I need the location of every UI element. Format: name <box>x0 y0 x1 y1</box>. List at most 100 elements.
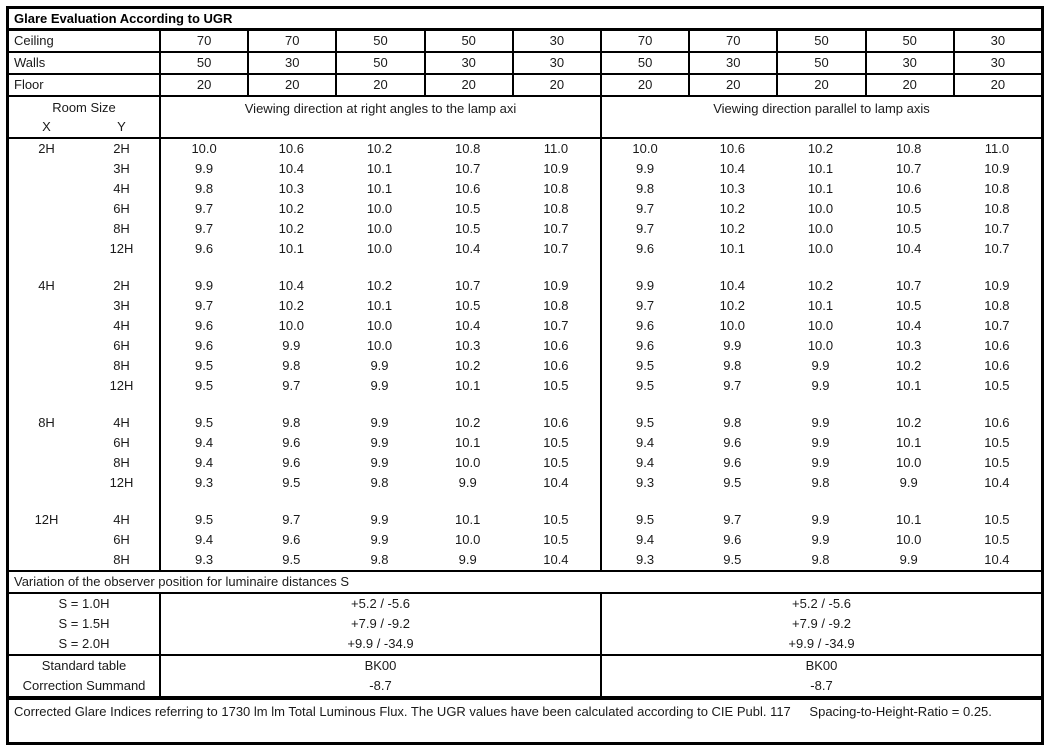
ugr-value: 10.9 <box>543 161 569 176</box>
summary-row: Standard table BK00 BK00 <box>9 656 1041 676</box>
ugr-value: 10.1 <box>896 512 922 527</box>
surface-reflectance-section: Ceiling 70 70 50 50 30 70 70 50 50 30 Walls 50 30 50 30… <box>9 31 1041 97</box>
ugr-value: 9.7 <box>159 296 247 316</box>
room-x-value <box>9 473 84 493</box>
ugr-value: 9.9 <box>899 475 918 490</box>
surface-value: 70 <box>159 31 247 51</box>
spacer-cell <box>599 396 688 413</box>
ugr-row: 8H 4H 9.5 9.8 9.9 10.2 10.6 9.5 9.8 9.9 10.2 10.6 <box>9 413 1041 433</box>
ugr-value: 9.4 <box>159 530 247 550</box>
ugr-value: 10.0 <box>455 455 481 470</box>
ugr-value: 10.4 <box>543 475 569 490</box>
ugr-value: 9.7 <box>599 296 688 316</box>
ugr-value: 9.5 <box>282 475 301 490</box>
room-x-value: 12H <box>34 512 59 527</box>
spacer-cell <box>159 396 247 413</box>
ugr-value: 10.4 <box>455 318 481 333</box>
spacer-cell <box>776 259 864 276</box>
ugr-value: 9.9 <box>811 415 830 430</box>
ugr-row: 12H 9.3 9.5 9.8 9.9 10.4 9.3 9.5 9.8 9.9 10.4 <box>9 473 1041 493</box>
ugr-value: 10.2 <box>278 298 304 313</box>
ugr-value: 9.6 <box>159 316 247 336</box>
ugr-value: 10.2 <box>455 415 481 430</box>
ugr-value: 9.8 <box>811 552 830 567</box>
ugr-value: 10.1 <box>807 298 834 313</box>
ugr-value: 10.1 <box>366 181 393 196</box>
summary-left-value: -8.7 <box>159 676 600 696</box>
ugr-row: 3H 9.7 10.2 10.1 10.5 10.8 9.7 10.2 10.1 10.5 10.8 <box>9 296 1041 316</box>
ugr-value: 9.7 <box>723 512 742 527</box>
ugr-value: 10.6 <box>896 181 922 196</box>
surface-row: Ceiling 70 70 50 50 30 70 70 50 50 30 <box>9 31 1041 53</box>
surface-value: 50 <box>864 31 953 51</box>
ugr-value: 9.4 <box>599 433 688 453</box>
ugr-value: 10.0 <box>455 532 481 547</box>
ugr-value: 9.3 <box>159 473 247 493</box>
ugr-value: 11.0 <box>543 141 569 156</box>
ugr-value: 10.8 <box>984 201 1010 216</box>
surface-value: 30 <box>511 53 600 73</box>
ugr-value: 9.8 <box>723 415 742 430</box>
ugr-row: 2H 2H 10.0 10.6 10.2 10.8 11.0 10.0 10.6 10.2 10.8… <box>9 139 1041 159</box>
ugr-value: 9.9 <box>811 512 830 527</box>
spacer-cell <box>512 259 600 276</box>
ugr-value: 10.1 <box>807 181 834 196</box>
spacer-cell <box>865 493 953 510</box>
ugr-value: 10.1 <box>455 435 481 450</box>
room-y-value: 8H <box>113 221 130 236</box>
ugr-value: 9.9 <box>458 552 477 567</box>
ugr-value: 9.6 <box>159 239 247 259</box>
room-y-value: 4H <box>113 512 130 527</box>
ugr-value: 10.1 <box>896 435 922 450</box>
ugr-value: 10.3 <box>278 181 304 196</box>
surface-row-label: Floor <box>14 77 44 92</box>
ugr-row: 6H 9.6 9.9 10.0 10.3 10.6 9.6 9.9 10.0 10.3 10.6 <box>9 336 1041 356</box>
ugr-value: 9.8 <box>282 415 301 430</box>
ugr-value: 9.3 <box>599 550 688 570</box>
ugr-value: 10.0 <box>159 139 247 159</box>
spacer-cell <box>159 259 247 276</box>
spacer-cell <box>953 259 1041 276</box>
spacer-cell <box>84 396 159 413</box>
ugr-row: 4H 9.6 10.0 10.0 10.4 10.7 9.6 10.0 10.0 10.4 10.7 <box>9 316 1041 336</box>
spacer-cell <box>247 493 335 510</box>
ugr-value: 10.9 <box>984 278 1010 293</box>
room-x-value <box>9 159 84 179</box>
spacer-cell <box>688 396 776 413</box>
surface-value: 50 <box>335 31 423 51</box>
ugr-value: 10.7 <box>543 318 569 333</box>
ugr-value: 9.4 <box>159 433 247 453</box>
spacer-cell <box>84 493 159 510</box>
surface-value: 20 <box>688 75 776 95</box>
ugr-value: 10.9 <box>984 161 1010 176</box>
spacer-cell <box>599 259 688 276</box>
ugr-value: 10.1 <box>278 241 304 256</box>
summary-row-label: Correction Summand <box>22 678 146 693</box>
ugr-value: 9.9 <box>811 358 830 373</box>
ugr-row: 8H 9.5 9.8 9.9 10.2 10.6 9.5 9.8 9.9 10.2 10.6 <box>9 356 1041 376</box>
variation-left-value: +5.2 / -5.6 <box>159 594 600 614</box>
surface-value: 20 <box>776 75 864 95</box>
variation-left-value: +7.9 / -9.2 <box>159 614 600 634</box>
ugr-row: 6H 9.4 9.6 9.9 10.1 10.5 9.4 9.6 9.9 10.1 10.5 <box>9 433 1041 453</box>
summary-section: Standard table BK00 BK00 Correction Summand… <box>9 656 1041 700</box>
table-title: Glare Evaluation According to UGR <box>9 9 1041 31</box>
variation-right-value: +7.9 / -9.2 <box>600 614 1041 634</box>
ugr-value: 9.8 <box>282 358 301 373</box>
ugr-value: 10.6 <box>984 415 1010 430</box>
ugr-value: 9.3 <box>599 473 688 493</box>
ugr-value: 10.5 <box>896 201 922 216</box>
variation-row-label: S = 1.5H <box>58 616 110 631</box>
summary-row-label: Standard table <box>41 658 127 673</box>
surface-value: 50 <box>335 53 423 73</box>
ugr-value: 10.7 <box>984 318 1010 333</box>
ugr-value: 9.7 <box>159 219 247 239</box>
room-y-value: 4H <box>113 415 130 430</box>
surface-value: 30 <box>511 31 600 51</box>
ugr-value: 10.6 <box>543 415 569 430</box>
ugr-value: 10.6 <box>543 338 569 353</box>
ugr-value: 10.6 <box>455 181 481 196</box>
ugr-value: 10.8 <box>984 298 1010 313</box>
ugr-value: 10.4 <box>719 161 745 176</box>
surface-value: 30 <box>688 53 776 73</box>
